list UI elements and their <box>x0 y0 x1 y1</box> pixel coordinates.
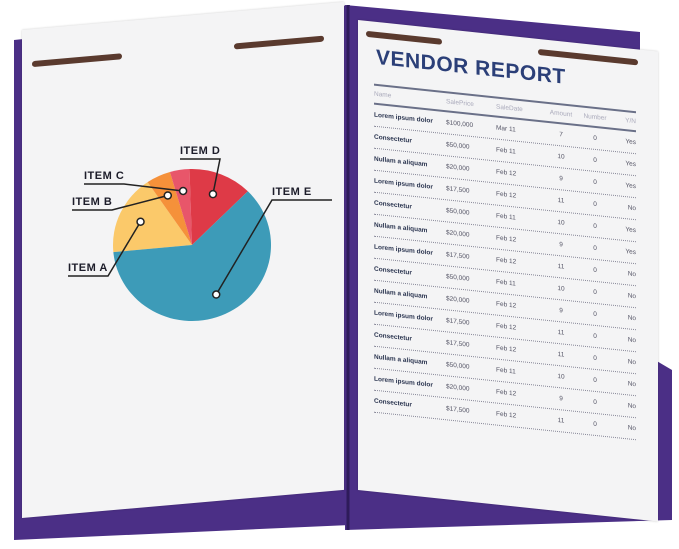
pie-slice <box>189 169 248 245</box>
pie-slice <box>147 172 192 245</box>
pie-slice <box>113 191 271 321</box>
pie-label: ITEM D <box>180 145 221 157</box>
leader-line <box>215 199 332 295</box>
pie-label: ITEM B <box>72 196 113 208</box>
label-dot <box>136 217 145 226</box>
leader-line <box>72 194 168 211</box>
label-dot <box>178 186 188 196</box>
leader-line <box>84 183 184 192</box>
label-dot <box>163 191 173 200</box>
pie-label: ITEM C <box>84 170 125 182</box>
label-dot <box>208 189 218 199</box>
label-dot <box>211 290 221 299</box>
pie-label: ITEM E <box>272 186 312 198</box>
leader-line <box>180 158 221 195</box>
leader-line <box>68 221 142 277</box>
pie-slice <box>169 169 192 245</box>
pie-label: ITEM A <box>68 262 108 274</box>
